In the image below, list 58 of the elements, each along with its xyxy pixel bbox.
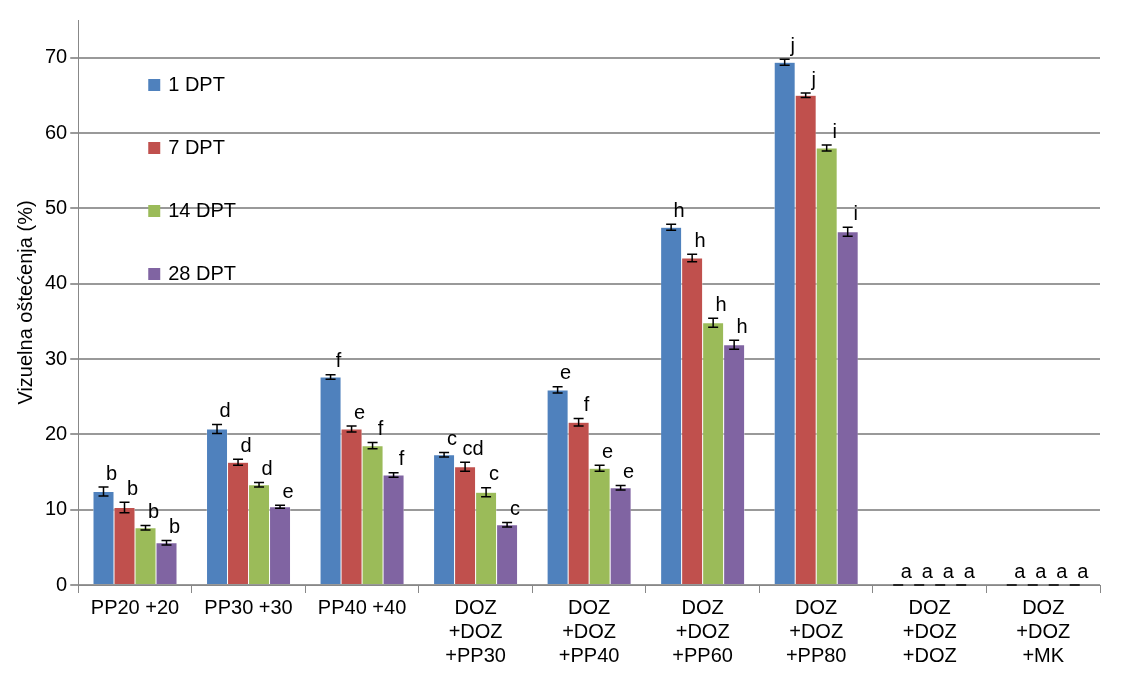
data-label: j xyxy=(789,33,795,56)
data-label: i xyxy=(853,201,858,224)
data-label: f xyxy=(583,393,590,416)
data-label: a xyxy=(942,559,955,582)
y-tick-label: 60 xyxy=(45,120,68,143)
x-tick-label: DOZ +DOZ +DOZ xyxy=(902,595,957,666)
data-label: a xyxy=(921,559,934,582)
data-label: c xyxy=(489,462,500,485)
data-label: b xyxy=(126,476,139,499)
y-tick-label: 0 xyxy=(56,572,68,595)
data-label: d xyxy=(240,433,252,456)
data-label: h xyxy=(715,292,727,315)
data-label: e xyxy=(623,460,635,483)
data-label: f xyxy=(398,447,405,470)
data-label: a xyxy=(1035,559,1048,582)
data-label: c xyxy=(510,496,521,519)
data-label: a xyxy=(1014,559,1027,582)
data-label: e xyxy=(560,361,572,384)
x-tick-label: PP30 +30 xyxy=(204,595,293,618)
legend-label: 1 DPT xyxy=(168,72,225,95)
y-tick-label: 40 xyxy=(45,271,68,294)
data-label: a xyxy=(900,559,913,582)
data-label: a xyxy=(1056,559,1069,582)
x-tick-label: PP20 +20 xyxy=(90,595,180,618)
data-label: e xyxy=(602,439,614,462)
x-tick-label: DOZ +DOZ +PP60 xyxy=(672,595,733,666)
x-tick-label: DOZ +DOZ +PP40 xyxy=(558,595,620,666)
legend-label: 28 DPT xyxy=(168,261,237,284)
data-label: i xyxy=(832,119,837,142)
legend-label: 14 DPT xyxy=(168,198,237,221)
y-axis-title: Vizuelna oštećenja (%) xyxy=(13,200,36,405)
data-label: f xyxy=(377,417,384,440)
x-tick-label: DOZ +DOZ +PP30 xyxy=(445,595,506,666)
data-label: f xyxy=(335,349,342,372)
data-label: b xyxy=(105,461,118,484)
data-label: cd xyxy=(462,436,484,459)
y-tick-label: 70 xyxy=(45,45,68,68)
y-tick-label: 20 xyxy=(45,421,68,444)
data-label: b xyxy=(168,515,181,538)
data-label: d xyxy=(261,457,273,480)
data-label: e xyxy=(282,479,294,502)
legend-label: 7 DPT xyxy=(168,135,225,158)
x-tick-label: PP40 +40 xyxy=(317,595,407,618)
data-label: b xyxy=(147,500,160,522)
data-label: e xyxy=(354,400,366,423)
x-tick-label: DOZ +DOZ +MK xyxy=(1016,595,1071,666)
data-label: a xyxy=(963,559,976,582)
data-label: h xyxy=(694,228,706,251)
data-label: h xyxy=(673,198,685,221)
y-tick-label: 50 xyxy=(45,195,68,218)
data-label: j xyxy=(810,67,816,90)
y-tick-label: 30 xyxy=(45,346,68,369)
data-label: c xyxy=(447,426,458,449)
data-label: d xyxy=(219,399,231,422)
data-label: a xyxy=(1077,559,1090,582)
data-label: h xyxy=(736,314,748,337)
x-tick-label: DOZ +DOZ +PP80 xyxy=(785,595,847,666)
y-tick-label: 10 xyxy=(45,497,68,520)
